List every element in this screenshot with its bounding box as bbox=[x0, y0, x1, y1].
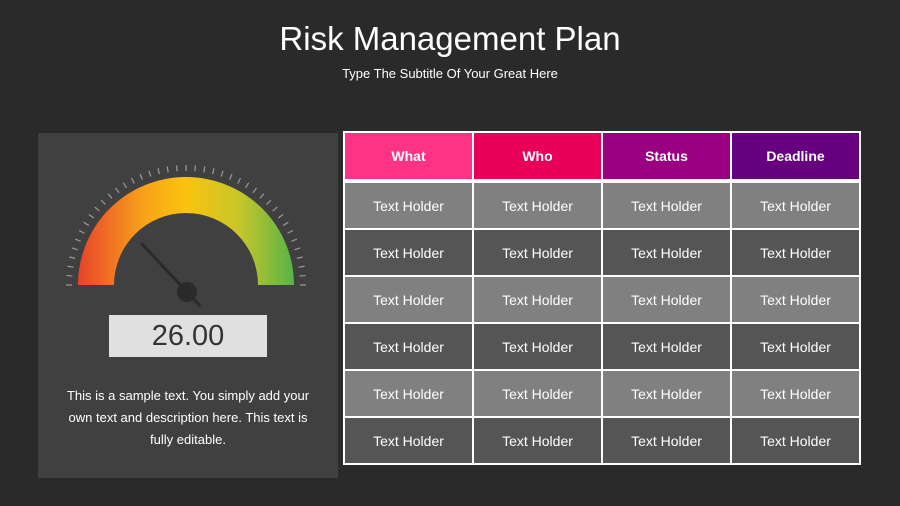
gauge-tick bbox=[287, 229, 294, 234]
table-cell[interactable]: Text Holder bbox=[730, 322, 861, 371]
table-cell[interactable]: Text Holder bbox=[343, 369, 474, 418]
gauge-tick bbox=[122, 182, 127, 189]
table-cell[interactable]: Text Holder bbox=[472, 369, 603, 418]
gauge-ticks bbox=[66, 165, 306, 286]
gauge-tick bbox=[166, 166, 169, 173]
gauge-tick bbox=[148, 170, 152, 177]
gauge-tick bbox=[245, 182, 250, 189]
column-header-who: Who bbox=[472, 131, 603, 183]
gauge-tick bbox=[294, 247, 301, 251]
table-row: Text Holder Text Holder Text Holder Text Ho… bbox=[343, 275, 861, 324]
gauge-tick bbox=[229, 173, 233, 180]
gauge-tick bbox=[74, 238, 81, 242]
gauge-tick bbox=[139, 173, 143, 180]
gauge-tick bbox=[259, 193, 265, 199]
table-cell[interactable]: Text Holder bbox=[472, 275, 603, 324]
table-row: Text Holder Text Holder Text Holder Text Ho… bbox=[343, 416, 861, 465]
table-cell[interactable]: Text Holder bbox=[472, 416, 603, 465]
table-row: Text Holder Text Holder Text Holder Text Ho… bbox=[343, 322, 861, 371]
gauge-tick bbox=[212, 168, 215, 175]
gauge-tick bbox=[296, 256, 303, 259]
risk-table: What Who Status Deadline Text Holder Text Ho… bbox=[343, 131, 861, 465]
column-header-status: Status bbox=[601, 131, 732, 183]
gauge-arc bbox=[78, 177, 294, 285]
table-row: Text Holder Text Holder Text Holder Text Ho… bbox=[343, 180, 861, 230]
gauge-tick bbox=[291, 238, 298, 242]
table-cell[interactable]: Text Holder bbox=[730, 228, 861, 277]
gauge-tick bbox=[237, 177, 242, 184]
gauge-hub bbox=[177, 282, 197, 302]
table-cell[interactable]: Text Holder bbox=[730, 369, 861, 418]
gauge-tick bbox=[272, 206, 278, 212]
gauge-tick bbox=[298, 265, 305, 268]
gauge-tick bbox=[220, 170, 224, 177]
table-cell[interactable]: Text Holder bbox=[601, 180, 732, 230]
gauge-tick bbox=[114, 187, 120, 194]
table-cell[interactable]: Text Holder bbox=[730, 275, 861, 324]
gauge-tick bbox=[67, 265, 74, 268]
page-title: Risk Management Plan bbox=[279, 20, 621, 57]
table-row: Text Holder Text Holder Text Holder Text Ho… bbox=[343, 369, 861, 418]
gauge-tick bbox=[157, 168, 160, 175]
gauge-tick bbox=[100, 199, 106, 205]
gauge-tick bbox=[266, 199, 272, 205]
table-cell[interactable]: Text Holder bbox=[601, 416, 732, 465]
table-cell[interactable]: Text Holder bbox=[343, 180, 474, 230]
table-cell[interactable]: Text Holder bbox=[730, 180, 861, 230]
gauge-tick bbox=[107, 193, 113, 199]
gauge-tick bbox=[71, 247, 78, 251]
table-cell[interactable]: Text Holder bbox=[730, 416, 861, 465]
gauge-panel: 26.00 This is a sample text. You simply … bbox=[38, 133, 338, 478]
table-row: Text Holder Text Holder Text Holder Text Ho… bbox=[343, 228, 861, 277]
gauge-tick bbox=[130, 177, 135, 184]
table-cell[interactable]: Text Holder bbox=[472, 322, 603, 371]
table-header-row: What Who Status Deadline bbox=[343, 131, 861, 183]
gauge-tick bbox=[83, 221, 90, 226]
table-cell[interactable]: Text Holder bbox=[601, 275, 732, 324]
table-cell[interactable]: Text Holder bbox=[472, 228, 603, 277]
column-header-deadline: Deadline bbox=[730, 131, 861, 183]
gauge-tick bbox=[252, 187, 258, 194]
description-text: This is a sample text. You simply add yo… bbox=[66, 388, 310, 447]
gauge-tick bbox=[94, 206, 100, 212]
table-cell[interactable]: Text Holder bbox=[343, 322, 474, 371]
gauge-tick bbox=[88, 213, 95, 219]
gauge-value: 26.00 bbox=[109, 315, 267, 357]
page-subtitle: Type The Subtitle Of Your Great Here bbox=[342, 66, 558, 81]
table-cell[interactable]: Text Holder bbox=[601, 369, 732, 418]
gauge-tick bbox=[282, 221, 289, 226]
gauge bbox=[66, 165, 306, 307]
table-cell[interactable]: Text Holder bbox=[472, 180, 603, 230]
table-cell[interactable]: Text Holder bbox=[343, 275, 474, 324]
table-cell[interactable]: Text Holder bbox=[601, 228, 732, 277]
gauge-tick bbox=[203, 166, 206, 173]
table-cell[interactable]: Text Holder bbox=[601, 322, 732, 371]
gauge-tick bbox=[69, 256, 76, 259]
table-cell[interactable]: Text Holder bbox=[343, 228, 474, 277]
column-header-what: What bbox=[343, 131, 474, 183]
gauge-tick bbox=[277, 213, 284, 219]
table-cell[interactable]: Text Holder bbox=[343, 416, 474, 465]
gauge-tick bbox=[78, 229, 85, 234]
